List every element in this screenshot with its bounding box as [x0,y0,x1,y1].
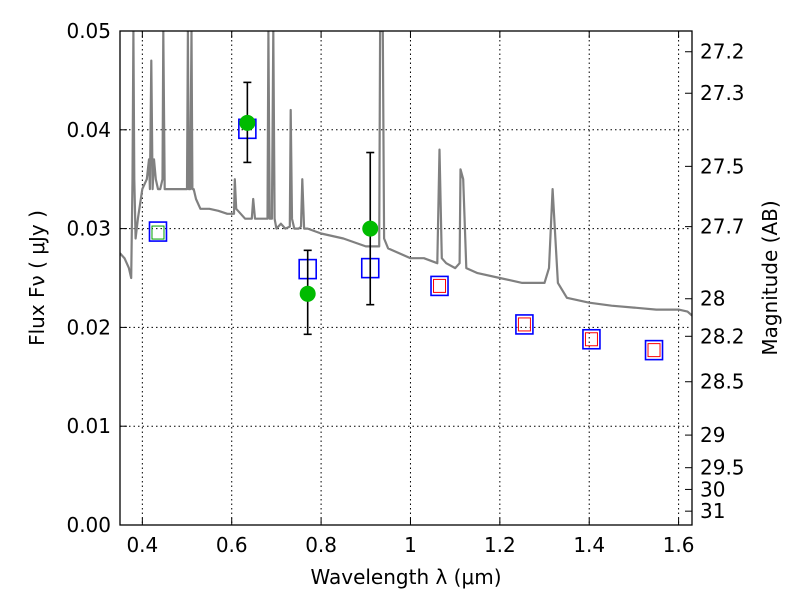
y2-tick-label: 29 [700,423,725,447]
photometry-square-marker [430,275,449,297]
photometry-square-marker [515,314,534,335]
x-tick-label: 0.4 [126,533,158,557]
grid [120,30,692,526]
x-tick-label: 1.6 [663,533,695,557]
x-tick-label: 0.8 [305,533,337,557]
y2-tick-label: 28 [700,287,725,311]
series-layer [120,31,692,361]
inner-square-marker [584,332,598,347]
y-axis-label: Flux Fν ( μJy ) [25,210,49,346]
y2-tick-label: 30 [700,477,725,501]
y2-tick-label: 27.5 [700,154,745,178]
y-tick-label: 0.05 [66,19,111,43]
y2-tick-label: 27.2 [700,40,745,64]
data-point [239,114,256,131]
model-spectrum-line [120,31,692,317]
y2-tick-label: 27.7 [700,215,745,239]
inner-square-marker [647,343,661,358]
y-tick-label: 0.03 [66,217,111,241]
photometry-square-marker [148,221,168,242]
y2-tick-label: 29.5 [700,456,745,480]
y2-axis-label: Magnitude (AB) [758,200,782,355]
x-tick-label: 1.4 [573,533,605,557]
data-point [299,285,316,302]
data-point [362,220,379,237]
x-tick-label: 0.6 [216,533,248,557]
y-tick-label: 0.01 [66,414,111,438]
y2-tick-label: 27.3 [700,81,745,105]
y-tick-label: 0.00 [66,513,111,537]
inner-square-marker [517,317,531,332]
inner-square-marker [433,278,447,293]
photometry-square-marker [582,328,601,350]
y2-tick-label: 28.2 [700,324,745,348]
x-tick-label: 1.2 [484,533,516,557]
ticks: 0.4 0.6 0.8 1 1.2 1.4 1.6 0.00 0.01 0.02 0.03 0.04 0… [66,19,744,557]
photometry-square-marker [644,339,664,361]
y-tick-label: 0.02 [66,315,111,339]
y2-tick-label: 31 [700,499,725,523]
x-axis-label: Wavelength λ (μm) [310,565,501,589]
inner-square-marker [151,225,165,240]
y-tick-label: 0.04 [66,118,111,142]
plot-frame [119,30,693,526]
y2-tick-label: 28.5 [700,370,745,394]
x-tick-label: 1 [404,533,417,557]
